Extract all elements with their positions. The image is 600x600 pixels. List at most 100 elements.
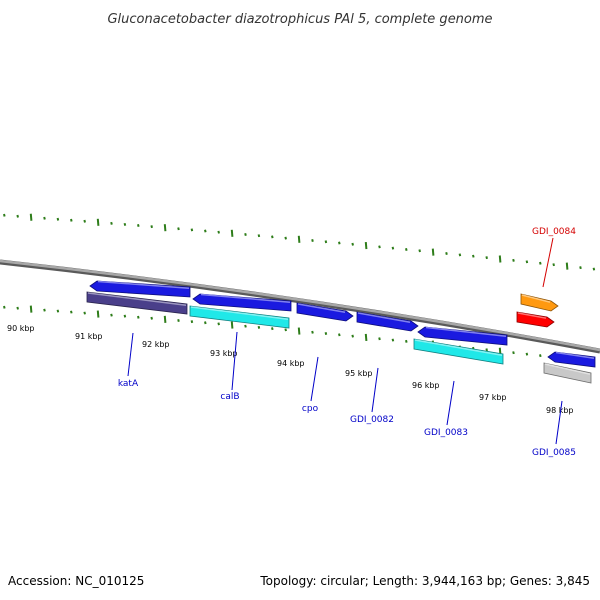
top-tick-mark <box>485 256 488 260</box>
gene-label-gdi_0085[interactable]: GDI_0085 <box>532 448 576 458</box>
top-tick-mark <box>217 230 220 234</box>
map-title: Gluconacetobacter diazotrophicus PAl 5, … <box>107 12 492 27</box>
top-tick-mark <box>150 225 153 229</box>
top-tick-mark <box>431 248 435 256</box>
top-tick-mark <box>163 224 167 232</box>
leader-line <box>310 356 319 402</box>
bottom-tick-mark <box>96 310 100 318</box>
gene-label-gdi_0082[interactable]: GDI_0082 <box>350 415 394 425</box>
gene-label-gdi_0084[interactable]: GDI_0084 <box>532 227 576 237</box>
gene-arrow-g5[interactable] <box>296 302 354 322</box>
kbp-label: 97 kbp <box>479 393 507 402</box>
gene-arrow-g8[interactable] <box>413 338 504 365</box>
bottom-tick-mark <box>163 315 167 323</box>
gene-arrow-g6[interactable] <box>356 311 419 332</box>
leader-line <box>542 237 554 288</box>
gene-highlight <box>555 351 595 359</box>
top-tick-mark <box>311 239 314 243</box>
bottom-tick-mark <box>29 305 33 313</box>
kbp-axis-labels: 90 kbp 91 kbp 92 kbp 93 kbp 94 kbp 95 kbp 96 k… <box>7 324 574 415</box>
gene-highlight <box>414 339 503 356</box>
bottom-tick-mark <box>123 314 127 318</box>
top-tick-mark <box>204 229 207 233</box>
bottom-tick-mark <box>217 322 220 326</box>
top-tick-mark <box>391 246 395 250</box>
gene-highlight <box>200 293 291 303</box>
bottom-tick-mark <box>177 318 180 322</box>
leader-line <box>231 331 238 391</box>
bottom-tick-mark <box>56 309 60 313</box>
gene-features <box>86 280 596 384</box>
top-tick-mark <box>70 218 73 222</box>
top-tick-mark <box>378 245 381 249</box>
bottom-tick-mark <box>244 324 247 328</box>
accession-text: Accession: NC_010125 <box>8 574 144 588</box>
gene-arrow-g3[interactable] <box>192 293 292 312</box>
gene-highlight <box>297 303 346 313</box>
top-tick-mark <box>271 235 274 239</box>
bottom-tick-mark <box>297 327 301 335</box>
gene-highlight <box>425 326 507 337</box>
top-tick-mark <box>244 233 247 236</box>
gene-arrow-g10[interactable] <box>516 311 555 328</box>
bottom-tick-mark <box>137 315 140 319</box>
top-tick-mark <box>123 222 127 226</box>
top-tick-mark <box>445 251 448 255</box>
top-tick-mark <box>190 228 194 232</box>
bottom-tick-mark <box>485 348 488 352</box>
top-tick-mark <box>230 229 234 237</box>
gene-highlight <box>521 294 551 303</box>
gene-highlight <box>544 363 591 375</box>
top-tick-mark <box>458 253 462 257</box>
gene-label-kata[interactable]: katA <box>118 379 139 389</box>
top-tick-mark <box>257 234 261 238</box>
gene-highlight <box>190 306 289 320</box>
kbp-label: 90 kbp <box>7 324 35 333</box>
bottom-tick-mark <box>190 320 194 324</box>
top-tick-mark <box>579 266 582 270</box>
gene-arrow-g7[interactable] <box>417 326 508 346</box>
bottom-tick-mark <box>3 305 6 309</box>
top-tick-mark <box>137 224 140 227</box>
kbp-label: 94 kbp <box>277 359 305 368</box>
top-tick-mark <box>177 227 180 231</box>
top-tick-mark <box>498 255 502 263</box>
gene-label-cpo[interactable]: cpo <box>302 404 319 414</box>
top-tick-mark <box>418 249 421 253</box>
bottom-tick-mark <box>70 310 73 314</box>
gene-label-gdi_0083[interactable]: GDI_0083 <box>424 428 468 438</box>
bottom-tick-mark <box>271 327 274 331</box>
top-tick-mark <box>539 261 542 265</box>
top-tick-mark <box>525 260 529 264</box>
top-tick-mark <box>3 213 6 217</box>
gene-arrow-g4[interactable] <box>189 305 290 329</box>
kbp-label: 92 kbp <box>142 340 170 349</box>
bottom-tick-mark <box>150 316 153 320</box>
top-tick-mark <box>552 263 555 267</box>
bottom-tick-mark <box>204 321 207 325</box>
top-tick-mark <box>364 241 368 250</box>
gene-label-calb[interactable]: calB <box>220 392 239 402</box>
top-tick-mark <box>56 217 60 221</box>
gene-highlight <box>517 312 547 319</box>
top-tick-mark <box>512 258 515 262</box>
bottom-tick-mark <box>324 332 328 336</box>
leader-line <box>446 380 455 426</box>
leader-line <box>371 367 379 413</box>
bottom-tick-mark <box>405 339 408 343</box>
bottom-tick-mark <box>43 308 46 312</box>
top-tick-mark <box>29 213 33 221</box>
gene-arrow-g9[interactable] <box>520 293 559 312</box>
top-tick-mark <box>110 221 113 225</box>
gene-arrow-g1[interactable] <box>89 280 191 298</box>
gene-arrow-g12[interactable] <box>543 362 592 384</box>
top-tick-mark <box>472 254 475 258</box>
gene-arrow-g2[interactable] <box>86 291 188 315</box>
genome-backbone <box>0 259 600 352</box>
gene-highlight <box>357 312 411 323</box>
top-tick-mark <box>405 247 408 251</box>
gene-arrow-g11[interactable] <box>547 351 596 368</box>
top-tick-mark <box>284 236 287 240</box>
bottom-tick-mark <box>364 333 368 341</box>
bottom-tick-mark <box>351 334 354 338</box>
